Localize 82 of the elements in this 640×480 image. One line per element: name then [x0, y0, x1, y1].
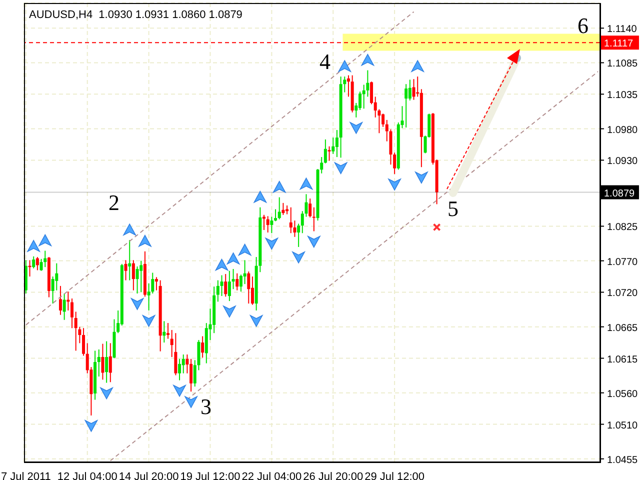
- candlestick: [282, 202, 285, 216]
- candlestick: [358, 91, 362, 110]
- candlestick: [62, 292, 66, 320]
- y-tick-label: 1.0930: [607, 156, 638, 168]
- candlestick: [74, 311, 78, 352]
- candlestick: [166, 322, 170, 340]
- candlestick: [232, 268, 235, 290]
- candlestick: [266, 216, 270, 233]
- annotation: 6: [578, 13, 588, 38]
- candlestick: [297, 223, 300, 248]
- y-tick-label: 1.0825: [607, 222, 638, 234]
- candlestick: [216, 280, 220, 302]
- candlestick: [70, 298, 74, 329]
- candlestick: [82, 328, 86, 356]
- candlestick: [404, 84, 408, 128]
- annotation: 3: [200, 394, 212, 419]
- candlestick: [382, 113, 385, 128]
- x-tick-label: 12 Jul 04:00: [57, 471, 118, 480]
- annotation: 5: [448, 196, 458, 221]
- candlestick: [36, 256, 39, 271]
- y-tick-label: 1.0770: [607, 256, 638, 268]
- candlestick: [220, 274, 224, 297]
- candlestick: [132, 260, 135, 291]
- text: AUDUSD,H4 1.0930 1.0931 1.0860 1.0879: [29, 9, 242, 21]
- candlestick: [174, 332, 178, 376]
- annotation: 2: [108, 190, 120, 215]
- candlestick: [124, 260, 128, 281]
- candlestick: [250, 276, 254, 306]
- candlestick: [247, 270, 250, 304]
- candlestick: [335, 130, 338, 158]
- candlestick: [239, 274, 242, 292]
- candlestick: [236, 272, 239, 291]
- y-tick-label: 1.1140: [607, 24, 638, 36]
- x-tick-label: 14 Jul 20:00: [118, 471, 179, 480]
- candlestick: [44, 250, 47, 268]
- y-tick-label: 1.0615: [607, 354, 638, 366]
- candlestick: [97, 348, 100, 377]
- candlestick: [289, 206, 292, 234]
- candlestick: [190, 358, 193, 392]
- candlestick: [32, 256, 36, 269]
- candlestick: [58, 285, 62, 316]
- x-tick-label: 7 Jul 2011: [0, 471, 51, 480]
- candlestick: [201, 336, 204, 358]
- x-tick-label: 26 Jul 20:00: [303, 471, 364, 480]
- candlestick: [228, 270, 231, 302]
- y-tick-label: 1.0665: [607, 322, 638, 334]
- candlestick: [308, 198, 312, 218]
- ref-line-label: 1.0879: [604, 188, 636, 200]
- x-tick-label: 22 Jul 04:00: [242, 471, 302, 480]
- candlestick: [324, 138, 327, 164]
- x-tick-label: 19 Jul 12:00: [180, 471, 240, 480]
- candlestick: [128, 240, 132, 281]
- candlestick: [408, 79, 412, 101]
- y-tick-label: 1.0560: [607, 388, 638, 400]
- candlestick: [270, 216, 274, 234]
- candlestick: [178, 358, 182, 381]
- y-tick-label: 1.1035: [607, 90, 638, 102]
- candlestick: [328, 146, 331, 162]
- candlestick: [312, 206, 316, 232]
- candlestick: [108, 342, 112, 383]
- candlestick: [393, 152, 396, 175]
- candlestick: [243, 260, 246, 285]
- candlestick: [162, 320, 166, 344]
- candlestick: [346, 74, 350, 98]
- candlestick: [332, 137, 335, 154]
- x-tick-label: 29 Jul 12:00: [364, 471, 425, 480]
- y-tick-label: 1.0455: [607, 454, 638, 466]
- candlestick: [101, 343, 104, 380]
- y-tick-label: 1.0510: [607, 420, 638, 432]
- annotation: 4: [320, 49, 330, 74]
- candlestick: [412, 78, 416, 100]
- y-tick-label: 1.0980: [607, 124, 638, 136]
- candlestick: [274, 208, 278, 222]
- y-tick-label: 1.0720: [607, 288, 638, 300]
- candlestick: [182, 354, 185, 374]
- candlestick: [154, 276, 158, 291]
- candlestick: [140, 260, 143, 293]
- y-tick-label: 1.1085: [607, 58, 638, 70]
- ref-line-label: 1.1117: [604, 38, 634, 50]
- candlestick: [224, 274, 228, 298]
- candlestick: [278, 196, 281, 220]
- candlestick: [105, 340, 108, 384]
